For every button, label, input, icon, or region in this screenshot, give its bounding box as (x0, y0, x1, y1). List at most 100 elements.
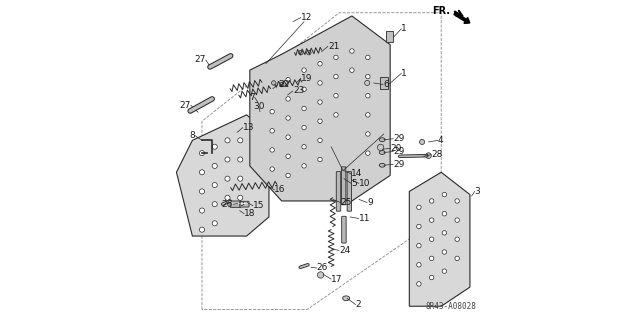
Circle shape (240, 202, 244, 205)
Text: 12: 12 (301, 13, 312, 22)
Circle shape (318, 100, 322, 104)
Circle shape (429, 218, 434, 222)
Circle shape (333, 55, 338, 60)
Circle shape (349, 49, 354, 53)
Circle shape (237, 157, 243, 162)
Circle shape (200, 170, 205, 175)
Circle shape (225, 176, 230, 181)
Text: 28: 28 (431, 150, 442, 159)
FancyBboxPatch shape (240, 201, 249, 207)
Circle shape (286, 97, 291, 101)
Polygon shape (250, 16, 390, 201)
Text: 24: 24 (339, 246, 350, 255)
Circle shape (225, 157, 230, 162)
Circle shape (270, 167, 275, 171)
Text: 25: 25 (340, 198, 352, 207)
Circle shape (212, 182, 218, 188)
Circle shape (318, 62, 322, 66)
Circle shape (365, 74, 370, 79)
Polygon shape (410, 172, 470, 306)
Circle shape (212, 221, 218, 226)
Circle shape (270, 148, 275, 152)
Circle shape (365, 151, 370, 155)
Circle shape (237, 138, 243, 143)
Circle shape (318, 138, 322, 143)
Circle shape (333, 93, 338, 98)
Ellipse shape (380, 163, 385, 167)
Text: 9: 9 (367, 198, 373, 207)
Circle shape (442, 250, 447, 254)
Circle shape (333, 74, 338, 79)
Circle shape (455, 256, 460, 261)
Circle shape (200, 189, 205, 194)
Text: 21: 21 (328, 42, 339, 51)
Circle shape (225, 138, 230, 143)
Circle shape (286, 135, 291, 139)
FancyBboxPatch shape (336, 172, 340, 211)
Circle shape (442, 192, 447, 197)
Circle shape (302, 164, 307, 168)
Ellipse shape (380, 151, 385, 154)
Circle shape (417, 205, 421, 210)
Circle shape (317, 272, 324, 278)
Circle shape (455, 199, 460, 203)
Text: 7: 7 (249, 93, 255, 102)
Circle shape (365, 132, 370, 136)
Circle shape (365, 113, 370, 117)
Text: 8R43-A08028: 8R43-A08028 (425, 302, 476, 311)
Circle shape (212, 163, 218, 168)
Circle shape (455, 218, 460, 222)
Circle shape (237, 195, 243, 200)
Bar (380, 77, 388, 89)
Circle shape (271, 81, 276, 85)
FancyBboxPatch shape (230, 201, 241, 207)
Text: 5: 5 (351, 179, 357, 188)
Ellipse shape (380, 138, 385, 142)
Ellipse shape (342, 296, 349, 301)
Text: 16: 16 (275, 185, 286, 194)
Circle shape (200, 151, 205, 156)
Text: 30: 30 (253, 102, 264, 111)
FancyArrow shape (454, 12, 470, 23)
Circle shape (429, 199, 434, 203)
Text: 29: 29 (394, 147, 404, 156)
Text: 27: 27 (179, 101, 191, 110)
Circle shape (280, 82, 284, 87)
Circle shape (378, 144, 384, 151)
Text: 2: 2 (356, 300, 362, 309)
Text: 19: 19 (301, 74, 312, 83)
Text: 15: 15 (253, 201, 264, 210)
Text: FR.: FR. (432, 6, 450, 16)
Circle shape (212, 202, 218, 207)
Circle shape (365, 93, 370, 98)
Circle shape (318, 157, 322, 162)
Circle shape (270, 109, 275, 114)
Text: 13: 13 (243, 123, 254, 132)
Text: 26: 26 (222, 200, 233, 209)
Text: 18: 18 (244, 209, 255, 218)
FancyBboxPatch shape (347, 172, 351, 211)
Circle shape (420, 139, 424, 145)
Circle shape (318, 81, 322, 85)
Circle shape (429, 237, 434, 241)
Circle shape (417, 282, 421, 286)
Text: 29: 29 (394, 160, 404, 169)
Bar (386, 31, 394, 42)
Circle shape (442, 211, 447, 216)
Circle shape (286, 116, 291, 120)
Text: 29: 29 (394, 134, 404, 143)
Polygon shape (177, 115, 269, 236)
FancyBboxPatch shape (341, 167, 346, 205)
Circle shape (349, 68, 354, 72)
Text: 14: 14 (351, 169, 363, 178)
Text: 3: 3 (475, 187, 481, 196)
Text: 26: 26 (317, 263, 328, 272)
Text: 23: 23 (293, 86, 304, 95)
Text: 11: 11 (359, 214, 371, 223)
Circle shape (429, 275, 434, 280)
Circle shape (270, 129, 275, 133)
Circle shape (302, 106, 307, 111)
Circle shape (225, 195, 230, 200)
Text: 20: 20 (390, 144, 401, 153)
Circle shape (307, 50, 311, 55)
